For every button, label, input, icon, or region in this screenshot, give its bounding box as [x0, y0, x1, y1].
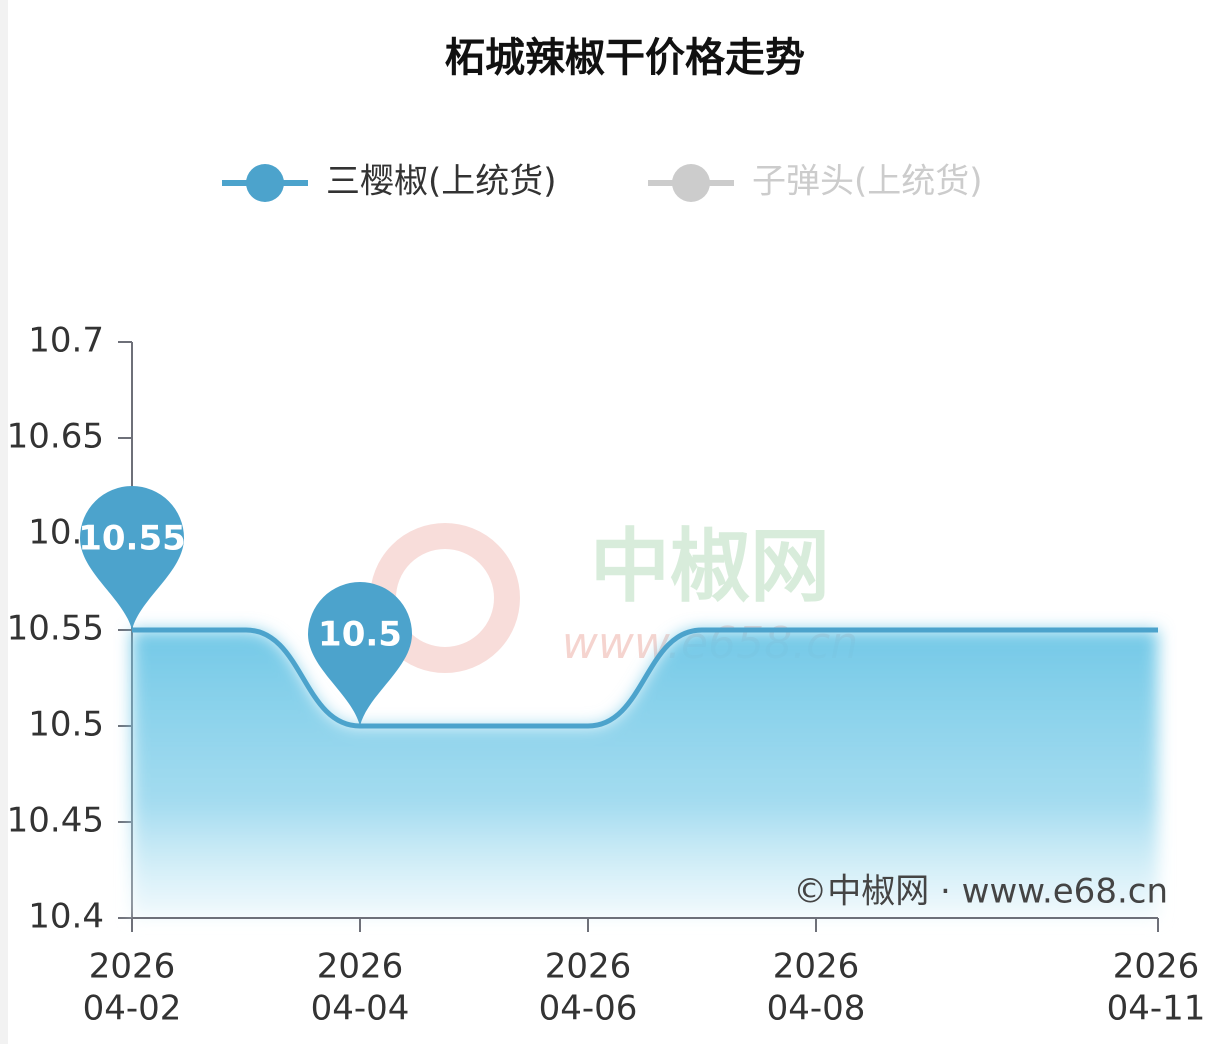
y-tick-label: 10.55	[7, 609, 104, 649]
x-tick-label: 2026	[1113, 947, 1200, 987]
y-tick-label: 10.65	[7, 417, 104, 457]
x-tick-label: 04-11	[1107, 989, 1206, 1029]
x-tick-label: 2026	[545, 947, 632, 987]
y-tick-label: 10.45	[7, 801, 104, 841]
mark-pin	[80, 486, 184, 630]
chart-title: 柘城辣椒干价格走势	[445, 35, 805, 81]
area	[132, 630, 1158, 918]
x-tick-label: 04-04	[311, 989, 410, 1029]
legend-marker	[246, 164, 284, 202]
legend-label[interactable]: 三樱椒(上统货)	[326, 162, 557, 202]
x-tick-label: 2026	[773, 947, 860, 987]
line	[132, 627, 1158, 729]
left-edge	[0, 0, 8, 1044]
y-tick-label: 10.5	[28, 705, 104, 745]
x-tick-label: 04-02	[83, 989, 182, 1029]
legend-label[interactable]: 子弹头(上统货)	[752, 162, 983, 202]
x-tick-label: 2026	[317, 947, 404, 987]
x-tick-label: 04-06	[539, 989, 638, 1029]
mark-pin	[308, 582, 412, 726]
watermark-logo-text: 中椒网	[590, 520, 830, 613]
x-tick-label: 04-08	[767, 989, 866, 1029]
watermark: ©中椒网 · www.e68.cn	[793, 872, 1168, 912]
y-tick-label: 10.4	[28, 897, 104, 937]
legend-marker	[672, 164, 710, 202]
mark-label: 10.5	[318, 615, 402, 655]
mark-label: 10.55	[78, 519, 186, 559]
y-tick-label: 10.7	[28, 321, 104, 361]
x-tick-label: 2026	[89, 947, 176, 987]
